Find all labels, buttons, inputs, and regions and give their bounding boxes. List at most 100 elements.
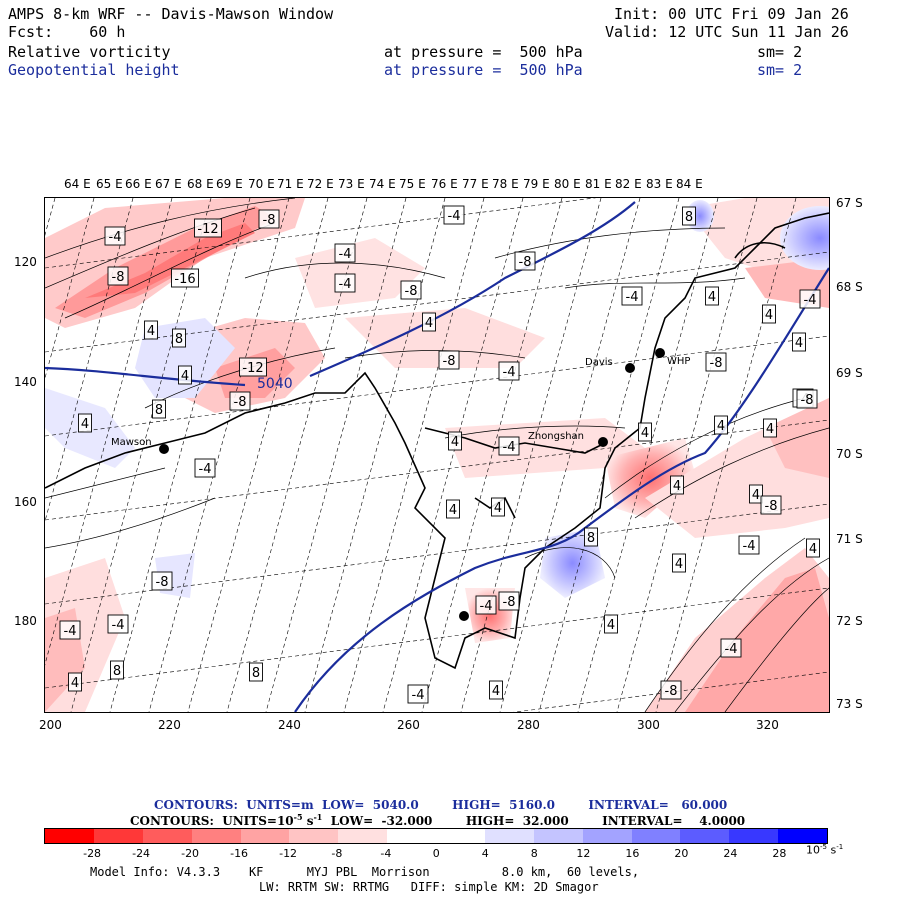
vort-label-box bbox=[498, 591, 520, 611]
parallel-line bbox=[513, 671, 829, 712]
lon-label: 82 E bbox=[615, 177, 642, 191]
colorbar-tick: -20 bbox=[181, 847, 200, 860]
vort-label: -8 bbox=[519, 255, 532, 270]
colorbar-tick: 20 bbox=[674, 847, 689, 860]
vort-label-box bbox=[489, 680, 503, 700]
vort-label: -4 bbox=[480, 599, 493, 614]
vort-label: -8 bbox=[443, 354, 456, 369]
x-tick: 300 bbox=[637, 718, 660, 732]
lon-label: 77 E bbox=[462, 177, 489, 191]
colorbar-tick: -12 bbox=[279, 847, 298, 860]
parallel-line bbox=[45, 335, 829, 437]
vort-label: 4 bbox=[492, 684, 500, 699]
y-tick: 120 bbox=[14, 255, 37, 269]
vort-label-box bbox=[171, 268, 199, 288]
vort-label-box bbox=[229, 391, 251, 411]
meridian-line bbox=[304, 198, 446, 712]
lon-label: 80 E bbox=[554, 177, 581, 191]
colorbar-tick: -28 bbox=[83, 847, 102, 860]
lon-label: 78 E bbox=[492, 177, 519, 191]
field2-smoothing: sm= 2 bbox=[757, 61, 803, 79]
vort-label: -8 bbox=[710, 356, 723, 371]
vort-label-box bbox=[68, 672, 82, 692]
vorticity-contour-exp: -5 bbox=[293, 812, 303, 822]
colorbar-units-exp: -5 bbox=[820, 843, 827, 851]
vort-label-box bbox=[799, 289, 821, 309]
height-contour-label: 5040 bbox=[257, 376, 293, 392]
station-davis: Davis bbox=[585, 357, 613, 368]
y-tick: 140 bbox=[14, 375, 37, 389]
lon-label: 69 E bbox=[216, 177, 243, 191]
colorbar-swatch bbox=[387, 829, 436, 843]
vort-label-box bbox=[110, 660, 124, 680]
vort-label-box bbox=[491, 497, 505, 517]
meridian-line bbox=[499, 198, 641, 712]
meridian-line bbox=[538, 198, 680, 712]
vort-label: 8 bbox=[587, 531, 595, 546]
meridian-line bbox=[616, 198, 758, 712]
vort-label: -4 bbox=[725, 642, 738, 657]
colorbar-tick: 0 bbox=[432, 847, 440, 860]
vort-label: -4 bbox=[109, 230, 122, 245]
colorbar-swatch bbox=[45, 829, 94, 843]
meridian-line bbox=[265, 198, 407, 712]
vort-label: -4 bbox=[339, 247, 352, 262]
y-tick: 180 bbox=[14, 614, 37, 628]
vort-label-box bbox=[796, 389, 818, 409]
field1-pressure: at pressure = 500 hPa bbox=[384, 43, 583, 61]
vorticity-contours bbox=[45, 198, 829, 712]
vort-label-box bbox=[334, 243, 356, 263]
vort-label-box bbox=[705, 352, 727, 372]
vort-label-box bbox=[194, 458, 216, 478]
vort-label-box bbox=[422, 312, 436, 332]
vort-label: 4 bbox=[717, 419, 725, 434]
colorbar-swatch bbox=[533, 829, 583, 843]
colorbar bbox=[44, 828, 828, 844]
colorbar-units-base: 10 bbox=[806, 843, 820, 857]
vort-label: 4 bbox=[766, 422, 774, 437]
colorbar-swatch bbox=[240, 829, 290, 843]
height-contour-info: CONTOURS: UNITS=m LOW= 5040.0 HIGH= 5160… bbox=[154, 798, 728, 812]
vort-label: -8 bbox=[156, 575, 169, 590]
vort-label-box bbox=[762, 304, 776, 324]
vort-label: -16 bbox=[174, 272, 195, 287]
vort-label: 4 bbox=[451, 435, 459, 450]
vort-label-box bbox=[107, 266, 129, 286]
vort-label: -12 bbox=[242, 361, 263, 376]
vort-label: -4 bbox=[626, 290, 639, 305]
vort-label-box bbox=[604, 614, 618, 634]
meridian-line bbox=[460, 198, 602, 712]
vort-label: 4 bbox=[181, 369, 189, 384]
field2-pressure: at pressure = 500 hPa bbox=[384, 61, 583, 79]
lon-label: 81 E bbox=[585, 177, 612, 191]
vort-label-box bbox=[400, 280, 422, 300]
x-tick: 260 bbox=[397, 718, 420, 732]
vort-label-box bbox=[584, 527, 598, 547]
vort-label-box bbox=[407, 684, 429, 704]
vort-label-box bbox=[720, 638, 742, 658]
lon-label: 84 E bbox=[676, 177, 703, 191]
meridian-line bbox=[45, 198, 173, 666]
lon-label: 68 E bbox=[187, 177, 214, 191]
vort-label: -12 bbox=[197, 222, 218, 237]
field2-name: Geopotential height bbox=[8, 61, 180, 79]
colorbar-tick: -8 bbox=[331, 847, 343, 860]
vorticity-shading bbox=[45, 198, 829, 712]
valid-time: Valid: 12 UTC Sun 11 Jan 26 bbox=[605, 23, 849, 41]
vort-label-box bbox=[151, 571, 173, 591]
colorbar-tick: -4 bbox=[380, 847, 392, 860]
whp-dot bbox=[655, 348, 665, 358]
parallel-line bbox=[45, 503, 829, 605]
vort-label-box bbox=[498, 361, 520, 381]
lat-label: 67 S bbox=[836, 196, 863, 210]
colorbar-tick: 28 bbox=[772, 847, 787, 860]
meridian-line bbox=[421, 198, 563, 712]
init-time: Init: 00 UTC Fri 09 Jan 26 bbox=[614, 5, 849, 23]
x-tick: 320 bbox=[756, 718, 779, 732]
vort-label-box bbox=[172, 328, 186, 348]
vort-label: -8 bbox=[765, 499, 778, 514]
vort-label-box bbox=[178, 365, 192, 385]
plot-title: AMPS 8-km WRF -- Davis-Mawson Window bbox=[8, 5, 334, 23]
vort-label: 4 bbox=[147, 324, 155, 339]
colorbar-swatch bbox=[484, 829, 534, 843]
